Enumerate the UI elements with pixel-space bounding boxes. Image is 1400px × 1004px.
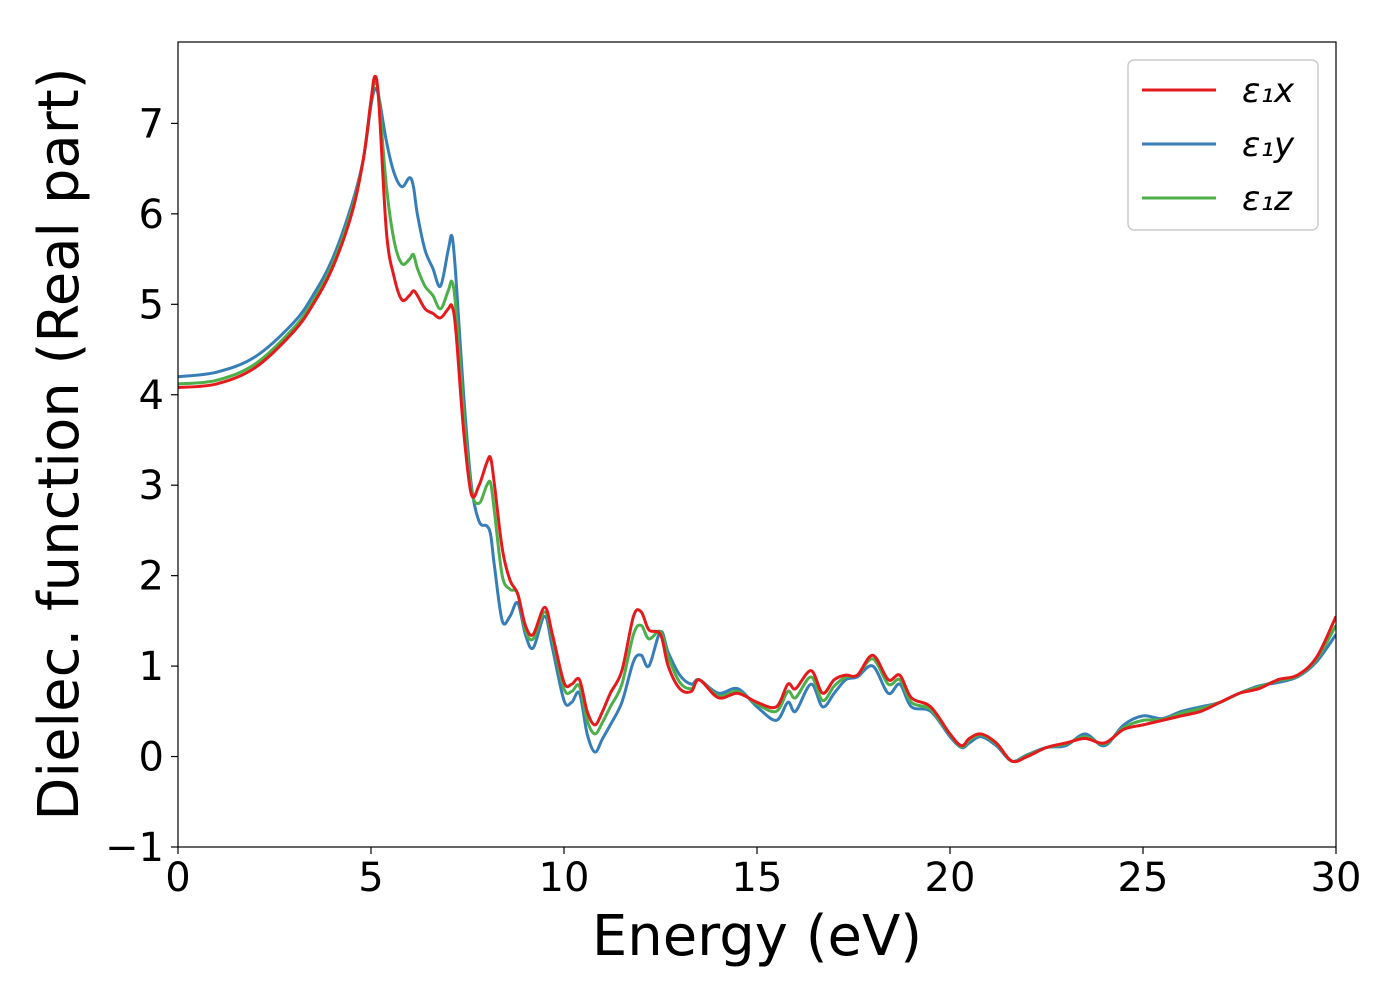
y-tick-label: 6 (139, 192, 164, 238)
x-tick-label: 5 (358, 855, 383, 901)
x-tick-label: 25 (1118, 855, 1169, 901)
x-tick-label: 0 (165, 855, 190, 901)
x-tick-label: 10 (539, 855, 590, 901)
legend-label-z: ε₁z (1242, 179, 1293, 219)
y-tick-label: 4 (139, 373, 164, 419)
legend: ε₁x ε₁y ε₁z (1127, 59, 1319, 231)
x-tick-label: 30 (1311, 855, 1362, 901)
y-tick-label: 1 (139, 644, 164, 690)
legend-label-y: ε₁y (1242, 125, 1295, 165)
y-axis-label: Dielec. function (Real part) (27, 67, 92, 820)
y-tick-label: 7 (139, 101, 164, 147)
x-axis-label: Energy (eV) (592, 904, 922, 969)
y-tick-label: 0 (139, 735, 164, 781)
legend-box (1127, 59, 1319, 231)
series-layer (178, 74, 1336, 764)
y-tick-label: 5 (139, 282, 164, 328)
x-tick-label: 15 (732, 855, 783, 901)
legend-label-x: ε₁x (1242, 71, 1295, 111)
series-line-x (178, 74, 1336, 764)
y-tick-label: 2 (139, 554, 164, 600)
x-tick-label: 20 (925, 855, 976, 901)
y-tick-label: 3 (139, 463, 164, 509)
y-tick-label: −1 (105, 825, 164, 871)
